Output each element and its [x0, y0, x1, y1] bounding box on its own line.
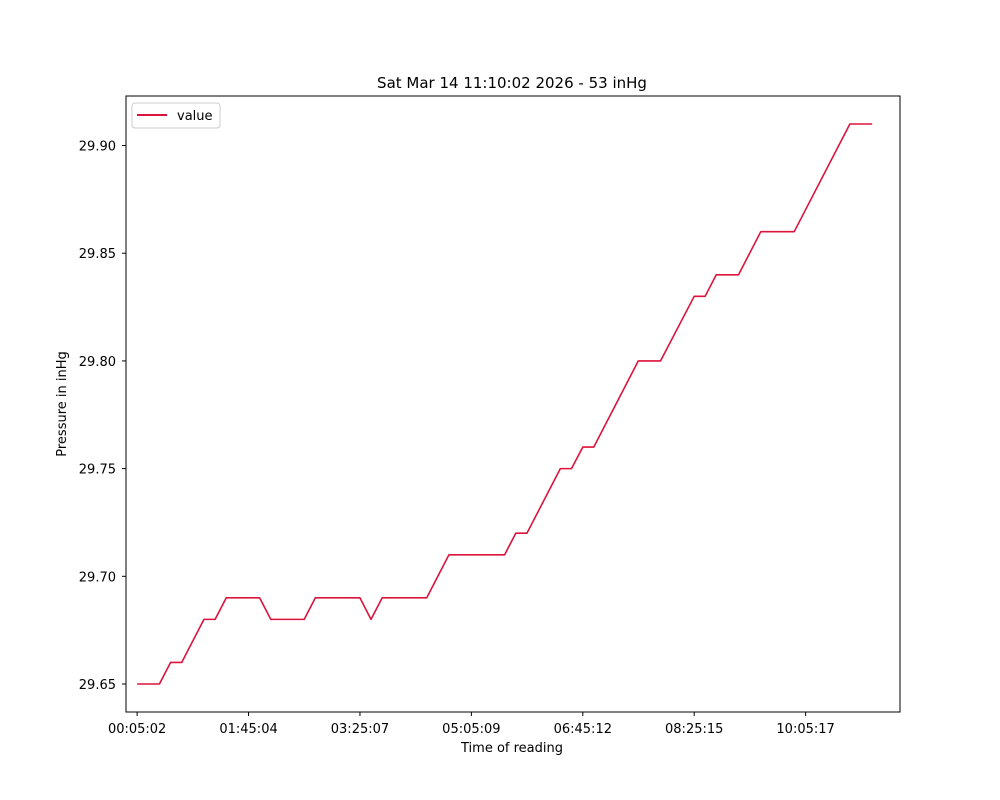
- y-tick-label: 29.90: [79, 140, 116, 155]
- x-axis-label: Time of reading: [460, 741, 563, 756]
- y-tick-label: 29.65: [79, 678, 116, 693]
- chart-title: Sat Mar 14 11:10:02 2026 - 53 inHg: [377, 74, 647, 92]
- legend-label-value: value: [177, 109, 213, 124]
- legend-box: [131, 102, 221, 129]
- x-tick-label: 05:05:09: [442, 722, 500, 737]
- y-tick-label: 29.80: [79, 355, 116, 370]
- y-tick-label: 29.75: [79, 463, 116, 478]
- x-tick-label: 08:25:15: [665, 722, 723, 737]
- series-line-value: [137, 123, 873, 685]
- x-tick-label: 00:05:02: [108, 722, 166, 737]
- y-tick-label: 29.70: [79, 570, 116, 585]
- y-tick-label: 29.85: [79, 247, 116, 262]
- axes-frame: [125, 95, 901, 713]
- x-tick-label: 06:45:12: [554, 722, 612, 737]
- x-tick-label: 03:25:07: [331, 722, 389, 737]
- plot-area: 00:05:02 01:45:04 03:25:07 05:05:09 06:45:12…: [79, 95, 901, 737]
- legend: value: [131, 102, 221, 129]
- y-axis-label: Pressure in inHg: [55, 351, 70, 457]
- x-tick-label: 01:45:04: [219, 722, 277, 737]
- x-tick-label: 10:05:17: [776, 722, 834, 737]
